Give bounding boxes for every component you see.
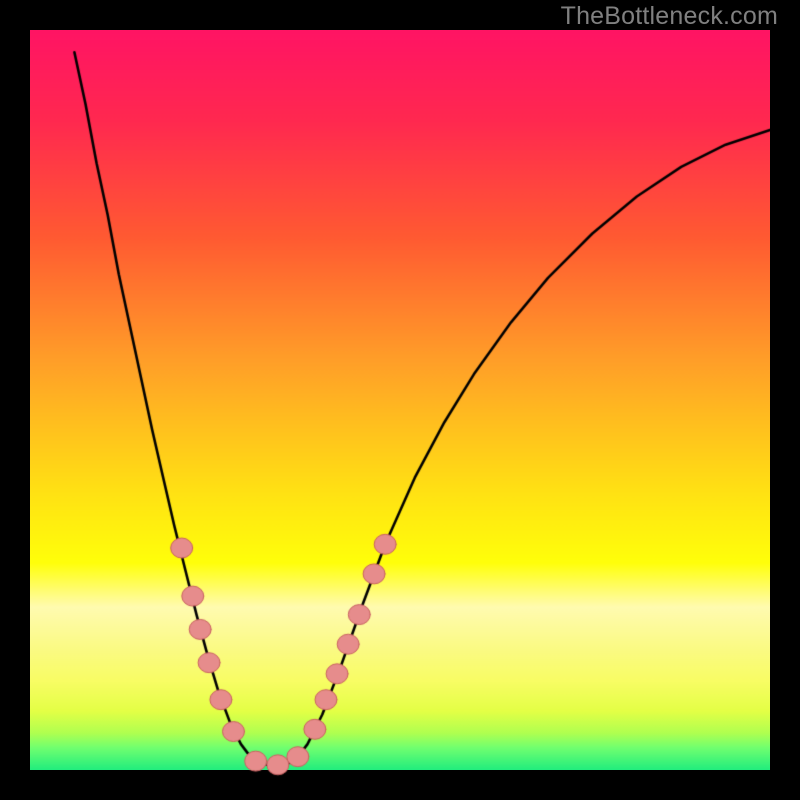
watermark-text: TheBottleneck.com — [561, 2, 778, 31]
chart-stage: TheBottleneck.com — [0, 0, 800, 800]
chart-overlay — [0, 0, 800, 800]
